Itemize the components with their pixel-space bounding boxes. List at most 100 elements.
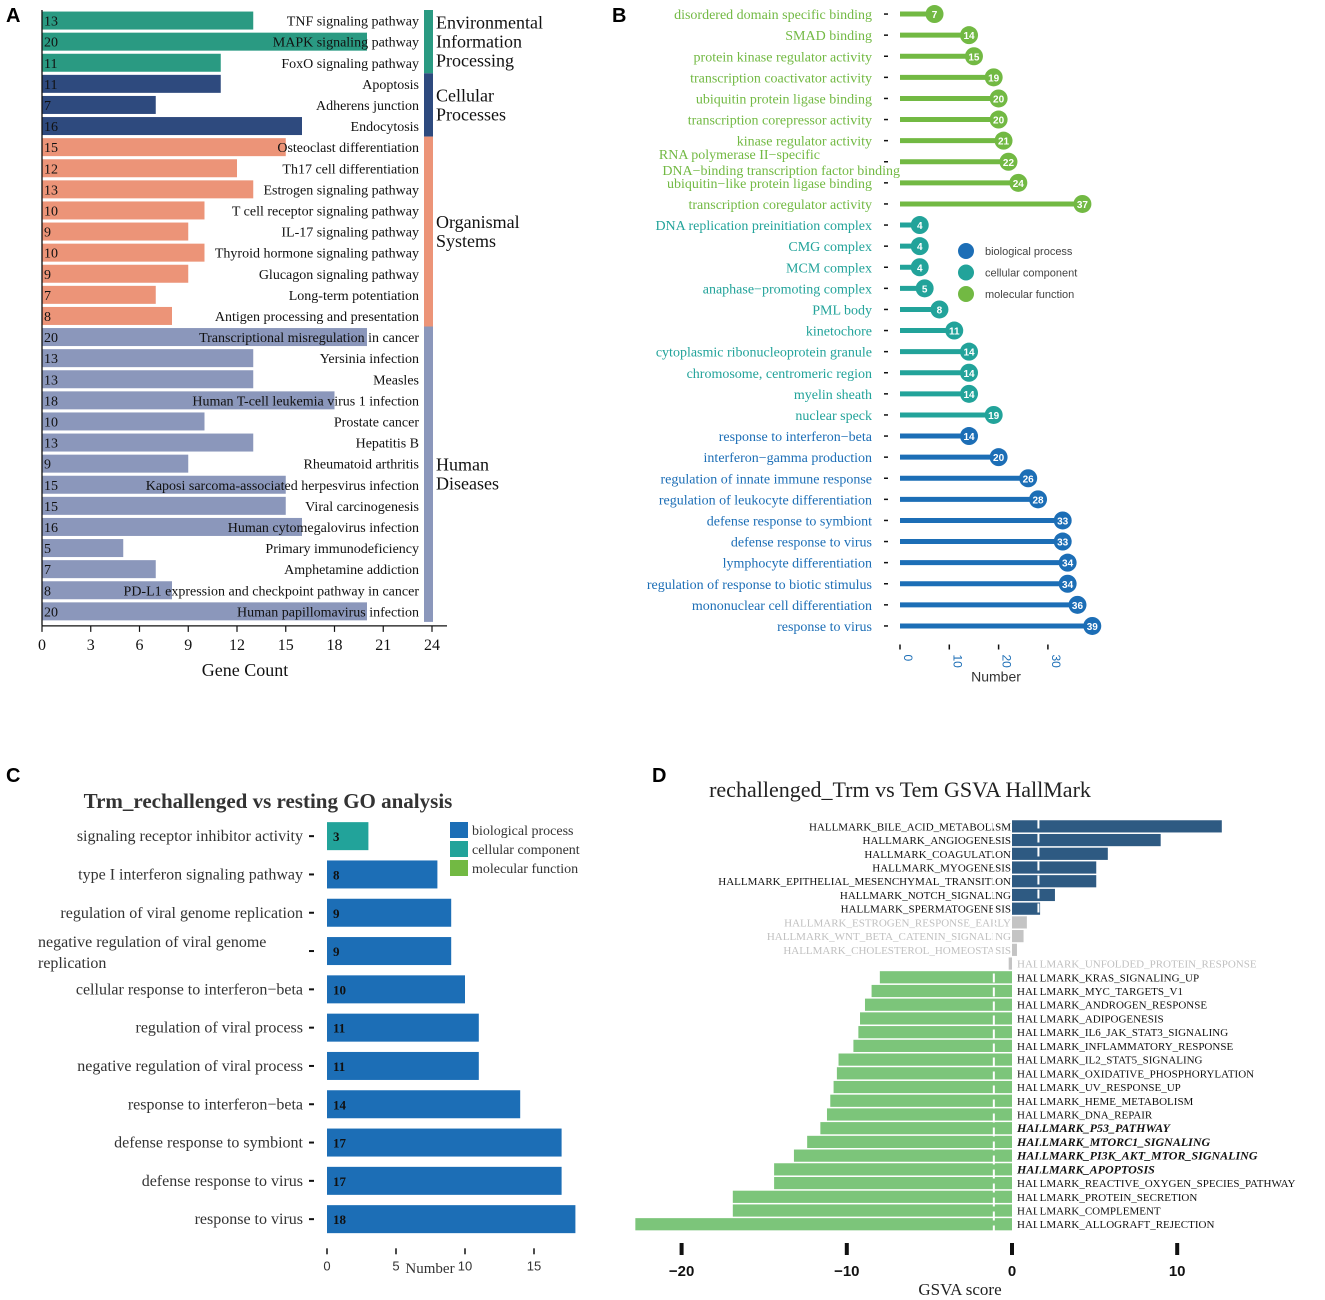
kegg-category-strip	[424, 136, 433, 327]
gsva-bar	[774, 1176, 1012, 1190]
panel-label-d: D	[652, 765, 666, 787]
kegg-bar-value: 11	[44, 57, 57, 72]
go-bar-value: 9	[333, 944, 340, 959]
go-term-label: anaphase−promoting complex	[703, 282, 872, 297]
go-term-label: myelin sheath	[794, 388, 872, 403]
go-lollipop-dot	[984, 68, 1003, 87]
gsva-label: HALLMARK_REACTIVE_OXYGEN_SPECIES_PATHWAY	[1017, 1178, 1296, 1190]
go-bar	[327, 1205, 576, 1234]
kegg-pathway-label: Amphetamine addiction	[284, 563, 419, 578]
kegg-bar-value: 8	[44, 310, 51, 325]
kegg-bar-value: 9	[44, 268, 51, 283]
kegg-x-tick-label: 9	[184, 637, 192, 654]
kegg-bar	[42, 454, 189, 473]
gsva-label: HALLMARK_ALLOGRAFT_REJECTION	[1017, 1219, 1214, 1231]
kegg-bar-value: 13	[44, 437, 58, 452]
kegg-bar	[42, 581, 172, 600]
gsva-bar	[860, 1012, 1012, 1025]
go-lollipop-dot	[1019, 469, 1038, 488]
gsva-label: HALLMARK_PROTEIN_SECRETION	[1017, 1192, 1197, 1204]
kegg-bar-value: 10	[44, 204, 58, 219]
go-lollipop-dot	[960, 384, 979, 403]
go-x-tick-label: 0	[901, 655, 915, 662]
gsva-label: HALLMARK_NOTCH_SIGNALING	[840, 890, 1011, 902]
go-lollipop-value: 14	[963, 369, 975, 380]
go-lollipop-value: 20	[993, 116, 1005, 127]
go-bar-x-tick-label: 15	[527, 1258, 541, 1273]
go-term-label: mononuclear cell differentiation	[692, 599, 872, 614]
kegg-bar	[42, 349, 254, 368]
go-bar-value: 10	[333, 982, 346, 997]
go-lollipop-value: 37	[1077, 200, 1089, 211]
kegg-bar-value: 13	[44, 15, 58, 30]
gsva-label: HALLMARK_UNFOLDED_PROTEIN_RESPONSE	[1017, 959, 1257, 971]
kegg-pathway-label: Primary immunodeficiency	[265, 542, 419, 557]
gsva-bar	[838, 1053, 1012, 1066]
gsva-bar	[1012, 888, 1055, 902]
gsva-bar	[864, 998, 1012, 1011]
go-lollipop-value: 8	[937, 305, 943, 316]
go-term-label: SMAD binding	[785, 29, 872, 44]
panel-c-go-bar-chart: Trm_rechallenged vs resting GO analysis 3…	[38, 789, 580, 1277]
kegg-bar	[42, 95, 156, 114]
kegg-bar-value: 5	[44, 542, 51, 557]
gsva-label: HALLMARK_PI3K_AKT_MTOR_SIGNALING	[1016, 1149, 1258, 1163]
gsva-label: HALLMARK_MTORC1_SIGNALING	[1016, 1135, 1210, 1149]
go-lollipop-value: 15	[968, 52, 980, 63]
go-bar-x-tick-label: 10	[458, 1258, 472, 1273]
gsva-bar	[793, 1149, 1012, 1162]
go-lollipop-dot	[989, 448, 1008, 467]
legend-label: molecular function	[472, 862, 578, 877]
go-lollipop-dot	[960, 342, 979, 361]
kegg-pathway-label: Apoptosis	[362, 78, 419, 93]
go-term-label: transcription corepressor activity	[688, 114, 872, 129]
go-lollipop-value: 19	[988, 411, 1000, 422]
kegg-pathway-label: Glucagon signaling pathway	[259, 268, 419, 283]
kegg-pathway-label: IL-17 signaling pathway	[281, 226, 419, 241]
go-lollipop-dot	[910, 237, 929, 256]
go-lollipop-value: 24	[1013, 179, 1025, 190]
kegg-category-label: Systems	[436, 231, 496, 251]
go-bar	[327, 937, 452, 966]
kegg-pathway-label: FoxO signaling pathway	[281, 57, 419, 72]
legend-swatch	[958, 286, 974, 302]
go-bar-value: 11	[333, 1021, 345, 1036]
kegg-pathway-label: Yersinia infection	[320, 352, 419, 367]
go-bar	[327, 1051, 479, 1080]
go-term-label: defense response to virus	[731, 536, 872, 551]
kegg-pathway-label: Estrogen signaling pathway	[263, 183, 419, 198]
kegg-bar-value: 13	[44, 183, 58, 198]
panel-b-go-lollipop-chart: 7 disordered domain specific binding 14 SMA…	[647, 5, 1102, 685]
go-bar-value: 17	[333, 1136, 347, 1151]
kegg-bar-value: 11	[44, 78, 57, 93]
kegg-bar	[42, 32, 367, 51]
go-bar	[327, 1090, 521, 1119]
kegg-category-label: Organismal	[436, 212, 520, 232]
kegg-bar-value: 8	[44, 584, 51, 599]
gsva-label: HALLMARK_UV_RESPONSE_UP	[1017, 1082, 1181, 1094]
go-term-label: disordered domain specific binding	[674, 8, 872, 23]
go-bar-label: replication	[38, 955, 106, 972]
kegg-bar	[42, 74, 221, 93]
go-term-label: CMG complex	[788, 240, 872, 255]
go-lollipop-value: 19	[988, 73, 1000, 84]
kegg-bar-value: 16	[44, 521, 58, 536]
kegg-bar	[42, 264, 189, 283]
go-lollipop-dot	[960, 26, 979, 45]
go-bar-value: 17	[333, 1174, 347, 1189]
go-bar-label: defense response to symbiont	[114, 1135, 303, 1152]
go-term-label: transcription coregulator activity	[689, 198, 873, 213]
kegg-category-label: Processes	[436, 104, 506, 124]
go-x-tick-label: 30	[1049, 655, 1063, 669]
kegg-bar-value: 9	[44, 226, 51, 241]
panel-d-gsva-chart: rechallenged_Trm vs Tem GSVA HallMark HAL…	[635, 777, 1296, 1299]
go-lollipop-dot	[1058, 574, 1077, 593]
kegg-bar-value: 12	[44, 162, 58, 177]
go-term-label: RNA polymerase II−specific	[659, 148, 820, 163]
kegg-bar	[42, 159, 237, 178]
go-bar	[327, 898, 452, 927]
go-term-label: transcription coactivator activity	[690, 71, 872, 86]
kegg-bar	[42, 306, 172, 325]
go-x-tick-label: 20	[1000, 655, 1014, 669]
